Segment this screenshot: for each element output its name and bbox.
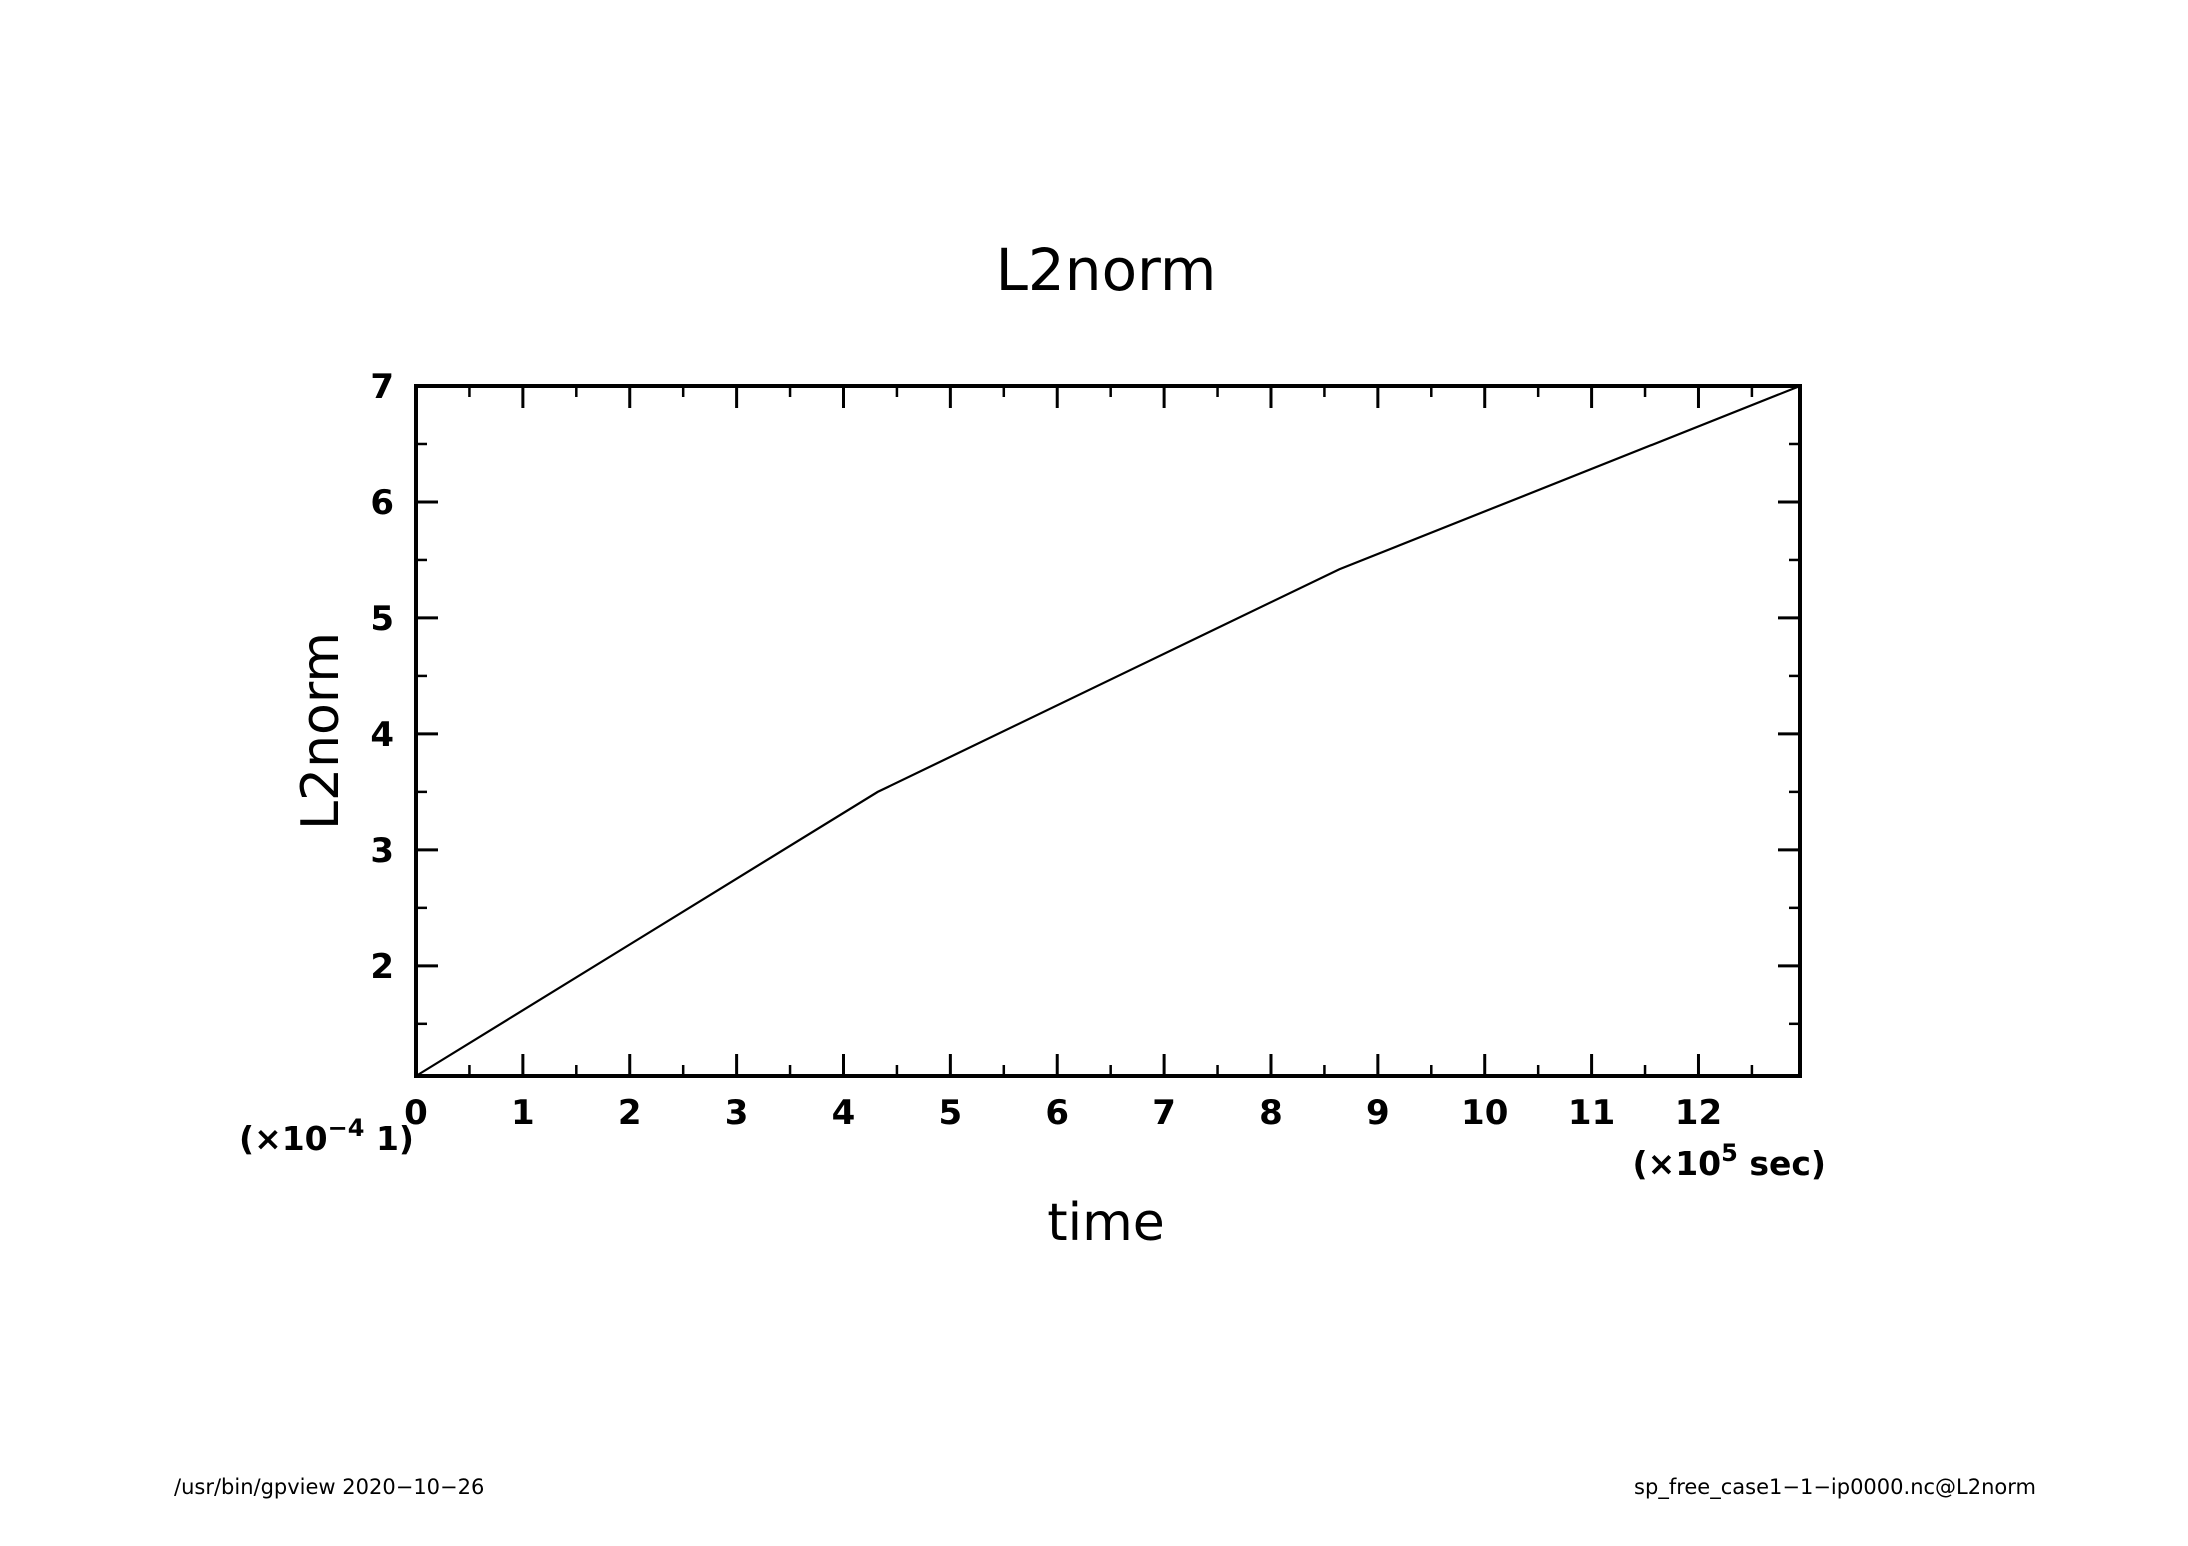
y-tick-label: 4 — [370, 715, 394, 755]
x-tick-label: 0 — [404, 1093, 428, 1133]
y-tick-label: 6 — [370, 483, 394, 523]
x-tick-label: 2 — [618, 1093, 642, 1133]
y-tick-label: 7 — [370, 367, 394, 407]
y-tick-label: 3 — [370, 831, 394, 871]
y-tick-label: 2 — [370, 947, 394, 987]
x-tick-label: 7 — [1152, 1093, 1176, 1133]
axis-ticks — [414, 384, 1800, 1076]
x-scale-label: (×105 sec) — [1632, 1139, 1826, 1183]
x-axis-title: time — [1047, 1193, 1164, 1253]
chart-title: L2norm — [996, 236, 1217, 304]
footer-left: /usr/bin/gpview 2020−10−26 — [174, 1475, 484, 1499]
x-tick-label: 8 — [1259, 1093, 1283, 1133]
x-tick-label: 9 — [1366, 1093, 1390, 1133]
x-tick-label: 3 — [725, 1093, 749, 1133]
x-tick-label: 5 — [939, 1093, 963, 1133]
y-scale-label: (×10−4 1) — [239, 1114, 414, 1158]
x-tick-label: 1 — [511, 1093, 535, 1133]
series-line — [415, 384, 1801, 1077]
plot-frame — [414, 384, 1802, 1078]
footer-right: sp_free_case1−1−ip0000.nc@L2norm — [1634, 1475, 2036, 1500]
x-tick-label: 12 — [1675, 1093, 1722, 1133]
x-tick-label: 6 — [1045, 1093, 1069, 1133]
x-tick-label: 10 — [1461, 1093, 1508, 1133]
y-tick-label: 5 — [370, 599, 394, 639]
x-tick-label: 11 — [1568, 1093, 1615, 1133]
y-axis-title: L2norm — [291, 632, 351, 830]
x-tick-label: 4 — [832, 1093, 856, 1133]
